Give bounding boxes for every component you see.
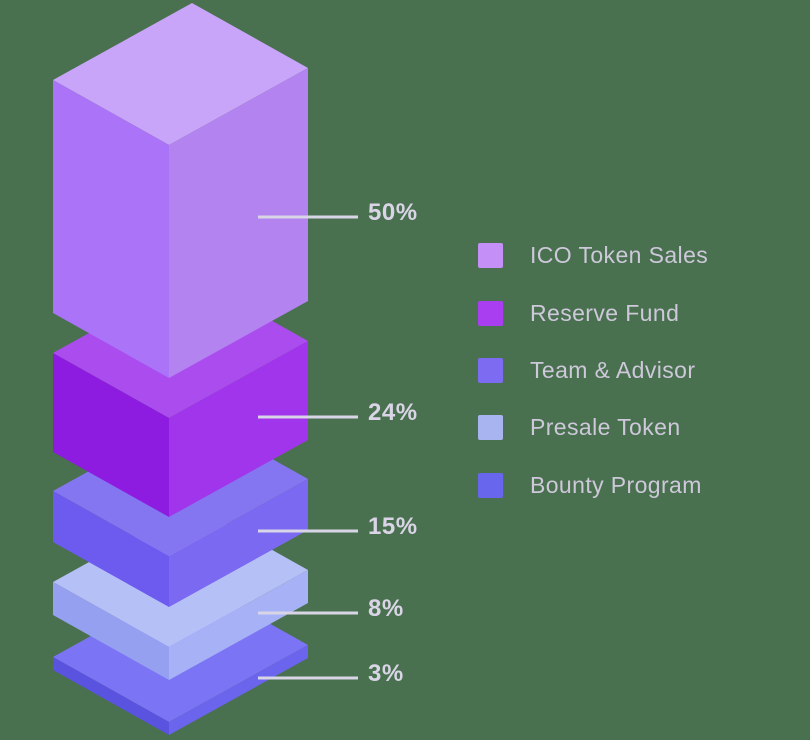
legend-swatch-icon — [478, 472, 503, 498]
legend-label: Team & Advisor — [530, 356, 696, 383]
legend-swatch-icon — [478, 242, 503, 268]
segment-left-face — [53, 657, 169, 735]
stack-segment-1 — [53, 3, 308, 378]
legend-item-5: Bounty Program — [478, 472, 702, 498]
segment-right-face — [169, 479, 308, 607]
legend-swatch-icon — [478, 300, 503, 326]
segment-right-face — [169, 68, 308, 378]
segment-right-face — [169, 645, 308, 735]
legend-item-3: Team & Advisor — [478, 357, 695, 383]
percent-label-4: 8% — [368, 595, 404, 622]
segment-right-face — [169, 570, 308, 680]
legend-item-1: ICO Token Sales — [478, 242, 708, 268]
segment-left-face — [53, 491, 169, 607]
legend-swatch-icon — [478, 357, 503, 383]
legend-label: Presale Token — [530, 413, 681, 440]
percent-label-1: 50% — [368, 199, 418, 226]
legend-item-4: Presale Token — [478, 414, 681, 440]
percent-label-2: 24% — [368, 399, 418, 426]
legend-label: ICO Token Sales — [530, 241, 709, 268]
segment-left-face — [53, 353, 169, 517]
legend-label: Reserve Fund — [530, 299, 680, 326]
segment-left-face — [53, 80, 169, 378]
segment-right-face — [169, 341, 308, 517]
segment-left-face — [53, 582, 169, 680]
legend-swatch-icon — [478, 414, 503, 440]
percent-label-5: 3% — [368, 660, 404, 687]
segment-top-face — [53, 3, 308, 145]
percent-label-3: 15% — [368, 513, 418, 540]
legend-item-2: Reserve Fund — [478, 300, 679, 326]
legend-label: Bounty Program — [530, 471, 702, 498]
